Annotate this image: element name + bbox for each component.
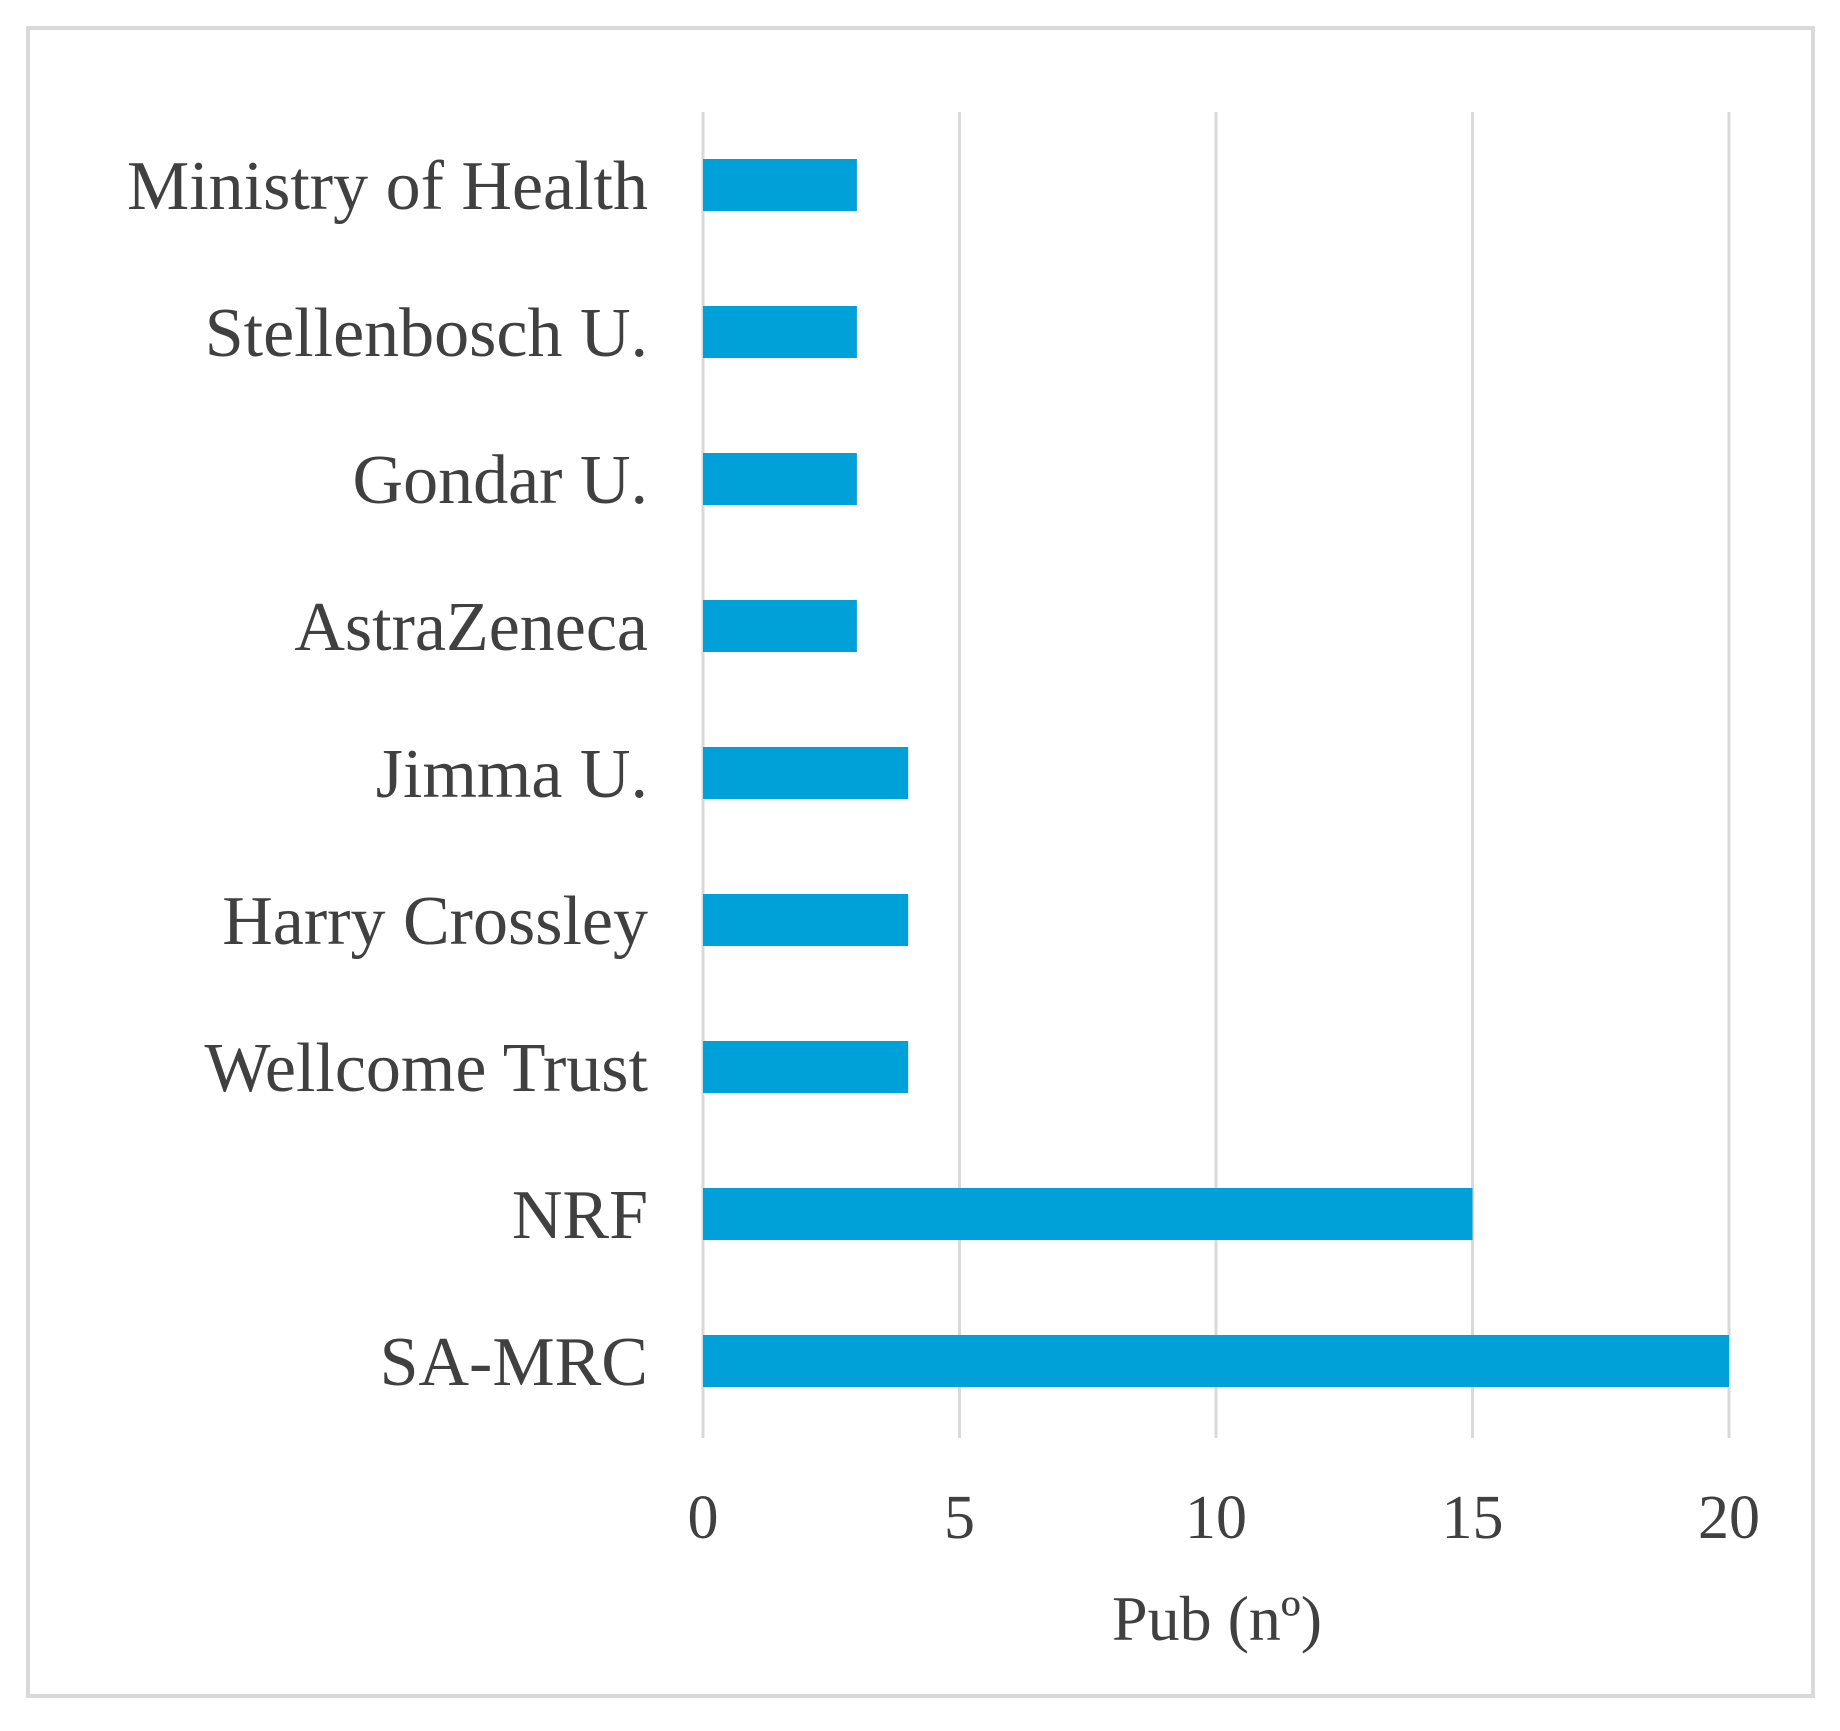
x-axis-title: Pub (nº) [1112, 1583, 1322, 1654]
x-tick-labels: 0 5 10 15 20 [688, 1484, 1761, 1552]
category-labels: Ministry of Health Stellenbosch U. Gondar … [127, 148, 649, 1401]
bars [703, 159, 1729, 1387]
x-tick-label: 10 [1185, 1484, 1247, 1552]
category-label: Stellenbosch U. [205, 295, 648, 372]
bar [703, 306, 857, 358]
x-tick-label: 15 [1442, 1484, 1504, 1552]
category-label: Ministry of Health [127, 148, 648, 225]
bar [703, 894, 909, 946]
x-tick-label: 0 [688, 1484, 719, 1552]
bar [703, 159, 857, 211]
bar [703, 1188, 1473, 1240]
chart-border [26, 26, 1815, 1698]
bar [703, 600, 857, 652]
bar [703, 747, 909, 799]
bar [703, 1335, 1729, 1387]
category-label: Gondar U. [353, 442, 648, 519]
bar [703, 453, 857, 505]
bar [703, 1041, 909, 1093]
category-label: AstraZeneca [294, 589, 648, 666]
category-label: NRF [512, 1177, 648, 1254]
x-tick-label: 20 [1698, 1484, 1760, 1552]
x-tick-label: 5 [944, 1484, 975, 1552]
category-label: SA-MRC [380, 1324, 648, 1401]
category-label: Harry Crossley [222, 883, 648, 960]
category-label: Wellcome Trust [204, 1030, 648, 1107]
category-label: Jimma U. [376, 736, 648, 813]
